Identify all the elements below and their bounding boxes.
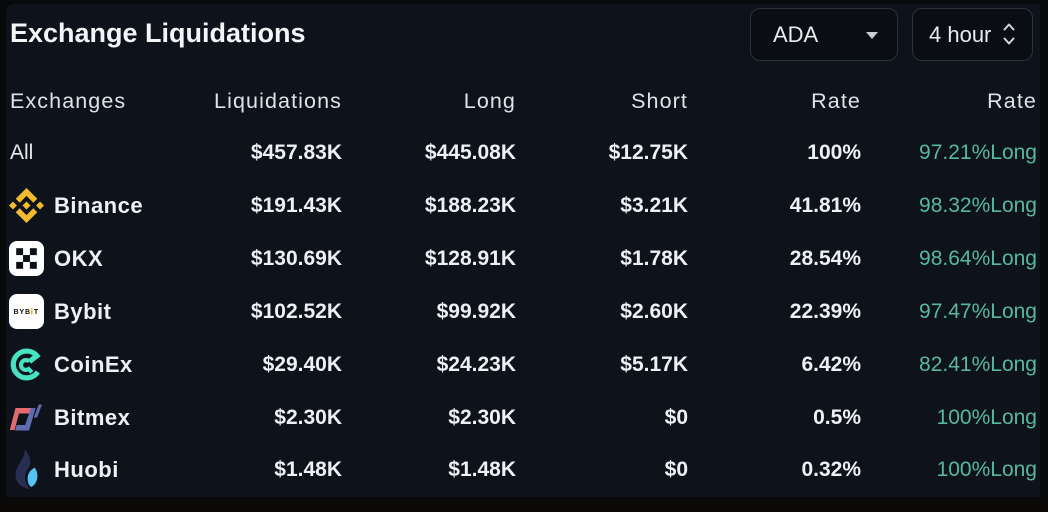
svg-text:BYB: BYB (14, 309, 31, 316)
svg-text:T: T (34, 309, 39, 316)
